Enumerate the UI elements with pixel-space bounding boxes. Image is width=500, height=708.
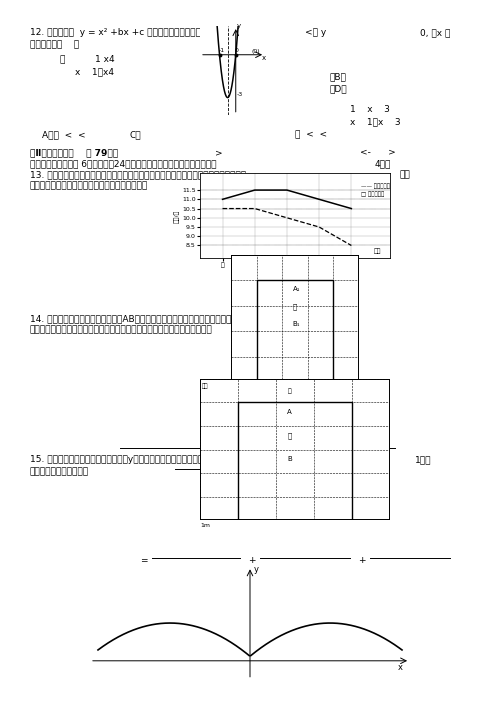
Text: 三: 三 bbox=[288, 387, 292, 392]
Text: y: y bbox=[237, 23, 241, 29]
Text: C）: C） bbox=[130, 130, 141, 139]
Text: □ ：最低股价: □ ：最低股价 bbox=[361, 191, 384, 197]
Text: 1    x    3: 1 x 3 bbox=[350, 105, 390, 114]
Text: 右侧的抛物线的分析式是: 右侧的抛物线的分析式是 bbox=[30, 467, 89, 476]
Text: >: > bbox=[215, 148, 222, 157]
Text: —— ：最高股价: —— ：最高股价 bbox=[361, 183, 390, 189]
Text: -3: -3 bbox=[237, 92, 244, 97]
Text: A）－  <  <: A）－ < < bbox=[42, 130, 86, 139]
Text: 四: 四 bbox=[314, 387, 318, 392]
Text: +: + bbox=[358, 556, 366, 565]
Text: 顶: 顶 bbox=[288, 389, 291, 394]
Text: 第Ⅱ卷（非选择题    共 79分）: 第Ⅱ卷（非选择题 共 79分） bbox=[30, 148, 118, 157]
Y-axis label: 股数/元: 股数/元 bbox=[174, 210, 180, 222]
Text: x: x bbox=[262, 55, 266, 61]
Text: +: + bbox=[248, 556, 256, 565]
Bar bbox=[257, 280, 333, 382]
Text: 门: 门 bbox=[292, 304, 296, 310]
Text: 14. 如图，房间里有一只老鼠，门（AB）外有一只猫，能够绕正方形地砖的边长为 1: 14. 如图，房间里有一只老鼠，门（AB）外有一只猫，能够绕正方形地砖的边长为 … bbox=[30, 314, 246, 323]
Text: x    1或x    3: x 1或x 3 bbox=[350, 117, 401, 126]
Text: 0: 0 bbox=[234, 48, 238, 53]
Text: （B）: （B） bbox=[330, 72, 347, 81]
Text: 二、填空题：此题共 6小题，满分24分，只需求填写最后结果，每题做对得: 二、填空题：此题共 6小题，满分24分，只需求填写最后结果，每题做对得 bbox=[30, 159, 216, 168]
Text: y0.0225(x20)²: y0.0225(x20)² bbox=[315, 455, 379, 464]
Text: A₁: A₁ bbox=[292, 285, 300, 292]
Text: <-      >: <- > bbox=[360, 148, 396, 157]
Text: 则这: 则这 bbox=[400, 170, 411, 179]
Text: 顶部: 顶部 bbox=[202, 384, 208, 389]
Text: (0): (0) bbox=[252, 49, 260, 54]
Text: 1，则: 1，则 bbox=[415, 455, 432, 464]
Text: B₁: B₁ bbox=[292, 321, 300, 327]
Text: x    1或x4: x 1或x4 bbox=[75, 67, 114, 76]
Text: 1 x4: 1 x4 bbox=[95, 55, 114, 64]
Text: 1m: 1m bbox=[200, 523, 210, 528]
Text: 五天中最高股价与最低股价之差最大的一天是礼拜: 五天中最高股价与最低股价之差最大的一天是礼拜 bbox=[30, 181, 148, 190]
Text: 二: 二 bbox=[262, 387, 266, 392]
Text: 取值范围是（    ）: 取值范围是（ ） bbox=[30, 40, 79, 49]
Text: B: B bbox=[288, 457, 292, 462]
Text: 4分。: 4分。 bbox=[375, 159, 392, 168]
Text: 0, 则x 的: 0, 则x 的 bbox=[420, 28, 450, 37]
Text: （D）: （D） bbox=[330, 84, 347, 93]
Text: 15. 以以下图，左、右两条抛物线对于y轴对称，左侧的抛物线分析式为: 15. 以以下图，左、右两条抛物线对于y轴对称，左侧的抛物线分析式为 bbox=[30, 455, 208, 464]
Text: y: y bbox=[254, 565, 259, 574]
Text: 1m: 1m bbox=[232, 389, 242, 394]
Text: 。: 。 bbox=[252, 181, 269, 190]
Text: A: A bbox=[288, 409, 292, 415]
Text: －  <  <: － < < bbox=[295, 130, 327, 139]
Text: <若 y: <若 y bbox=[305, 28, 326, 37]
Text: 13. 以以下图，是某只股票从礼拜一至礼拜五每日的最高股价与最低股价的折线统计图。: 13. 以以下图，是某只股票从礼拜一至礼拜五每日的最高股价与最低股价的折线统计图… bbox=[30, 170, 246, 179]
Text: =: = bbox=[140, 556, 147, 565]
Text: x: x bbox=[398, 663, 403, 672]
Text: 门: 门 bbox=[288, 433, 292, 440]
Text: 五: 五 bbox=[339, 387, 343, 392]
Text: 12. 已知抛物线  y = x² +bx +c 的部分图像以以下图所示,: 12. 已知抛物线 y = x² +bx +c 的部分图像以以下图所示, bbox=[30, 28, 209, 37]
Text: （: （ bbox=[60, 55, 66, 64]
Text: 一: 一 bbox=[237, 387, 241, 392]
Bar bbox=[238, 402, 352, 520]
Text: 期拜: 期拜 bbox=[362, 387, 370, 392]
Text: 期拜: 期拜 bbox=[374, 249, 382, 254]
Text: 米，那么老鼠在地面上能避开小猫视野活动的范围（不考虑不计墙的厚度）。: 米，那么老鼠在地面上能避开小猫视野活动的范围（不考虑不计墙的厚度）。 bbox=[30, 325, 213, 334]
Text: -1: -1 bbox=[218, 48, 224, 53]
